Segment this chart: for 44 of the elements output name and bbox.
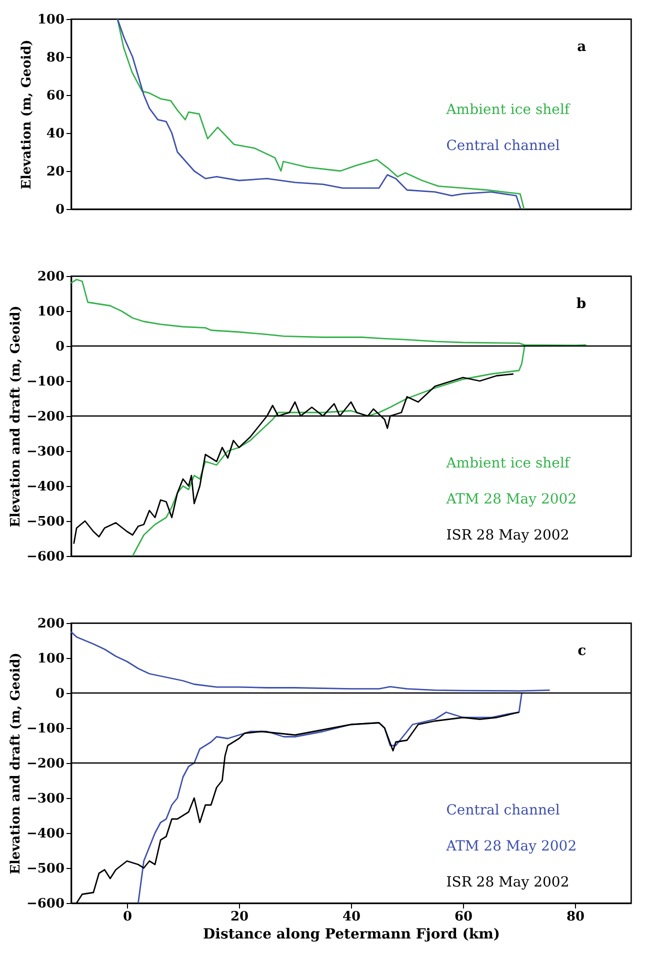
y-tick-label: 100 [37, 652, 64, 666]
annotation: Ambient ice shelf [445, 456, 572, 472]
y-tick-label: 40 [46, 126, 64, 142]
annotation: Central channel [446, 802, 560, 819]
text: ATM 28 May 2002 [445, 492, 577, 508]
y-tick-label: 80 [46, 50, 64, 66]
x-tick-label: 40 [342, 910, 361, 924]
y-tick-label: −100 [26, 374, 64, 390]
y-tick-label: −300 [26, 792, 64, 806]
y-tick-label: 0 [55, 202, 64, 218]
y-tick-label: 100 [37, 304, 64, 320]
y-tick-label: −400 [26, 826, 64, 842]
y-tick-label: 200 [37, 616, 64, 632]
y-tick-label: −200 [26, 410, 64, 424]
y-tick-label: −500 [26, 514, 64, 530]
annotation: c [578, 643, 586, 659]
y-tick-label: −300 [26, 444, 64, 460]
annotation: b [576, 296, 586, 312]
y-tick-label: −500 [26, 862, 64, 876]
y-tick-label: 100 [37, 12, 64, 28]
y-tick-label: 0 [55, 340, 64, 354]
text: Central channel [446, 138, 560, 154]
y-axis-title: Elevation (m, Geoid) [19, 40, 34, 190]
x-axis-title: Distance along Petermann Fjord (km) [202, 926, 500, 942]
x-tick-label: 60 [454, 910, 473, 924]
y-tick-label: −600 [26, 550, 64, 564]
y-tick-label: −600 [26, 896, 64, 912]
y-tick-label: 200 [37, 270, 64, 284]
x-tick-label: 20 [230, 910, 249, 924]
y-tick-label: 60 [46, 88, 64, 104]
y-tick-label: −200 [26, 756, 64, 772]
y-tick-label: 0 [55, 686, 64, 702]
annotation: a [577, 39, 586, 55]
text: ISR 28 May 2002 [446, 528, 570, 544]
x-tick-label: 80 [566, 910, 585, 924]
text: ISR 28 May 2002 [446, 874, 570, 891]
text: Ambient ice shelf [445, 102, 572, 118]
y-axis-title: Elevation and draft (m, Geoid) [8, 306, 24, 528]
text: ATM 28 May 2002 [445, 838, 577, 855]
y-tick-label: 20 [46, 164, 64, 180]
y-tick-label: −100 [26, 722, 64, 736]
y-axis-title: Elevation and draft (m, Geoid) [8, 652, 24, 874]
x-tick-label: 0 [122, 910, 132, 924]
y-tick-label: −400 [26, 480, 64, 494]
